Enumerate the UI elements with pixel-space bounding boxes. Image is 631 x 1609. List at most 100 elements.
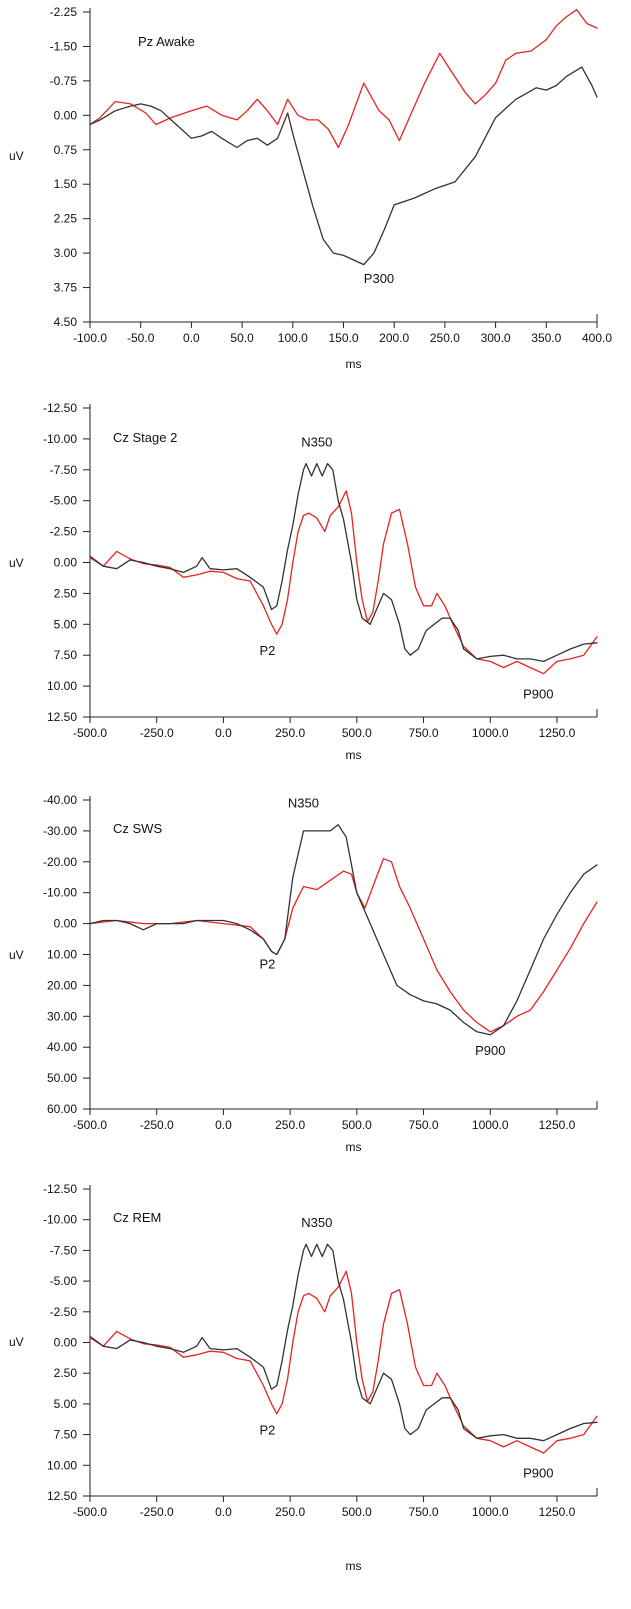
- peak-annotation: P2: [259, 956, 275, 971]
- y-tick-label: 3.75: [54, 281, 78, 295]
- chart-panel-3: -40.00 -30.00 -20.00 -10.00 0.00 10.00 20.00 30…: [9, 793, 598, 1154]
- x-tick-label: -500.0: [73, 1118, 107, 1132]
- y-tick-label: 10.00: [47, 948, 77, 962]
- y-tick-label: -7.50: [50, 463, 78, 477]
- series-line-1: [89, 490, 598, 675]
- x-tick-label: 250.0: [430, 331, 460, 345]
- chart-panel-4: -12.50 -10.00 -7.50 -5.00 -2.50 0.00 2.50 5.00 7…: [9, 1182, 598, 1573]
- y-tick-label: -10.00: [43, 1213, 77, 1227]
- y-tick-label: -10.00: [43, 432, 77, 446]
- peak-annotation: N350: [301, 1215, 332, 1230]
- x-tick-label: 0.0: [215, 726, 232, 740]
- x-tick-label: 250.0: [275, 1505, 305, 1519]
- peak-annotation: P2: [259, 643, 275, 658]
- y-tick-label: 2.50: [54, 1366, 78, 1380]
- x-tick-label: 300.0: [481, 331, 511, 345]
- x-tick-label: 750.0: [409, 1118, 439, 1132]
- y-axis-label: uV: [9, 948, 24, 962]
- chart-title: Cz SWS: [113, 821, 162, 836]
- peak-annotation: N350: [288, 796, 319, 811]
- y-tick-label: -12.50: [43, 401, 77, 415]
- x-tick-label: 150.0: [328, 331, 358, 345]
- y-tick-label: 60.00: [47, 1102, 77, 1116]
- y-tick-label: -2.50: [50, 1305, 78, 1319]
- y-tick-label: 10.00: [47, 1458, 77, 1472]
- y-tick-label: -30.00: [43, 824, 77, 838]
- x-tick-label: -500.0: [73, 1505, 107, 1519]
- y-axis-label: uV: [9, 149, 24, 163]
- x-tick-label: 0.0: [183, 331, 200, 345]
- y-axis-label: uV: [9, 556, 24, 570]
- x-axis-label: ms: [346, 1559, 362, 1573]
- y-tick-label: -10.00: [43, 886, 77, 900]
- y-tick-label: 12.50: [47, 710, 77, 724]
- y-tick-label: 40.00: [47, 1040, 77, 1054]
- y-tick-label: 5.00: [54, 617, 78, 631]
- x-tick-label: 250.0: [275, 1118, 305, 1132]
- y-tick-label: 12.50: [47, 1489, 77, 1503]
- x-tick-label: 0.0: [215, 1118, 232, 1132]
- chart-panel-1: -2.25 -1.50 -0.75 0.00 0.75 1.50 2.25 3.00 3.75 4…: [9, 5, 612, 371]
- y-tick-label: 3.00: [54, 246, 78, 260]
- y-tick-label: 0.00: [54, 1336, 78, 1350]
- x-tick-label: -500.0: [73, 726, 107, 740]
- y-tick-label: 2.50: [54, 586, 78, 600]
- y-tick-label: 7.50: [54, 648, 78, 662]
- y-tick-label: -0.75: [50, 74, 78, 88]
- y-tick-label: 10.00: [47, 679, 77, 693]
- x-tick-label: 1000.0: [472, 1505, 509, 1519]
- x-axis-label: ms: [346, 748, 362, 762]
- chart-title: Cz REM: [113, 1210, 161, 1225]
- x-tick-label: 250.0: [275, 726, 305, 740]
- y-tick-label: 5.00: [54, 1397, 78, 1411]
- series-line-1: [89, 1270, 598, 1454]
- x-tick-label: -50.0: [127, 331, 155, 345]
- x-tick-label: 400.0: [582, 331, 612, 345]
- y-tick-label: 2.25: [54, 212, 78, 226]
- x-tick-label: 500.0: [342, 726, 372, 740]
- y-tick-label: -5.00: [50, 1274, 78, 1288]
- y-tick-label: 0.00: [54, 917, 78, 931]
- y-tick-label: 7.50: [54, 1428, 78, 1442]
- y-tick-label: -7.50: [50, 1243, 78, 1257]
- y-tick-label: -20.00: [43, 855, 77, 869]
- peak-annotation: P900: [475, 1043, 505, 1058]
- y-tick-label: 1.50: [54, 177, 78, 191]
- y-tick-label: -2.25: [50, 5, 78, 19]
- chart-title: Cz Stage 2: [113, 430, 177, 445]
- y-tick-label: 4.50: [54, 315, 78, 329]
- x-tick-label: -250.0: [140, 1118, 174, 1132]
- x-tick-label: -250.0: [140, 1505, 174, 1519]
- peak-annotation: P2: [259, 1423, 275, 1438]
- peak-annotation: N350: [301, 434, 332, 449]
- y-tick-label: -2.50: [50, 525, 78, 539]
- y-tick-label: 0.00: [54, 108, 78, 122]
- series-line-2: [89, 824, 598, 1036]
- x-tick-label: 750.0: [409, 726, 439, 740]
- y-tick-label: 50.00: [47, 1071, 77, 1085]
- x-axis-label: ms: [346, 357, 362, 371]
- series-line-2: [89, 462, 598, 663]
- x-tick-label: 1000.0: [472, 1118, 509, 1132]
- x-axis-label: ms: [346, 1140, 362, 1154]
- peak-annotation: P300: [364, 271, 394, 286]
- x-tick-label: 1250.0: [539, 1118, 576, 1132]
- x-tick-label: 50.0: [230, 331, 254, 345]
- y-tick-label: -1.50: [50, 39, 78, 53]
- y-tick-label: -12.50: [43, 1182, 77, 1196]
- y-tick-label: 0.00: [54, 556, 78, 570]
- series-line-2: [89, 1243, 598, 1442]
- x-tick-label: 750.0: [409, 1505, 439, 1519]
- series-line-1: [89, 858, 598, 1033]
- x-tick-label: 500.0: [342, 1118, 372, 1132]
- series-line-1: [89, 9, 598, 149]
- x-tick-label: 0.0: [215, 1505, 232, 1519]
- x-tick-label: -250.0: [140, 726, 174, 740]
- x-tick-label: 1250.0: [539, 726, 576, 740]
- peak-annotation: P900: [523, 1466, 553, 1481]
- x-tick-label: 200.0: [379, 331, 409, 345]
- y-tick-label: 0.75: [54, 143, 78, 157]
- x-tick-label: 500.0: [342, 1505, 372, 1519]
- x-tick-label: -100.0: [73, 331, 107, 345]
- y-tick-label: 20.00: [47, 978, 77, 992]
